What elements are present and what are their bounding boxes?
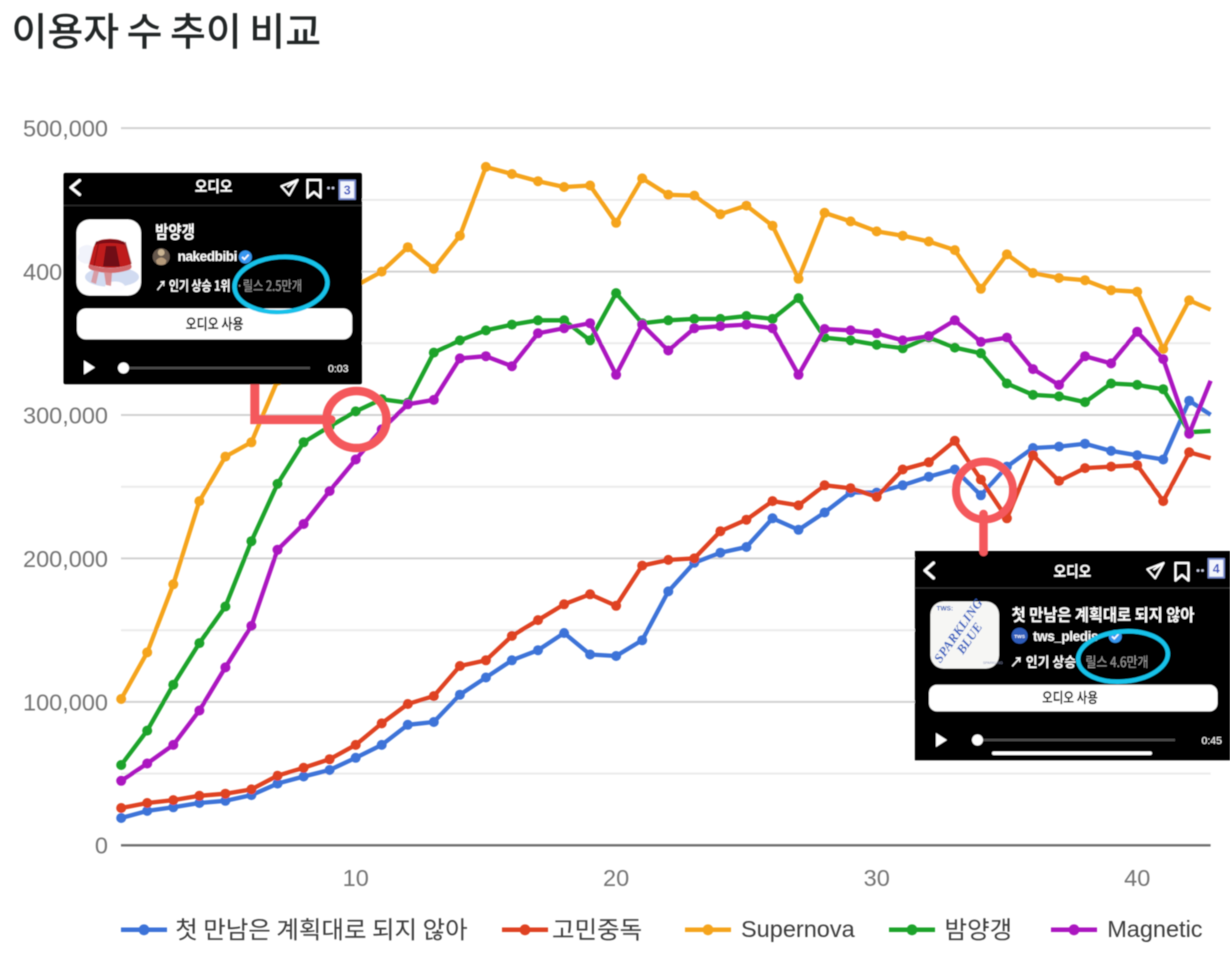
svg-text:40: 40 <box>1124 865 1150 891</box>
svg-text:3: 3 <box>344 184 351 198</box>
svg-text:0:03: 0:03 <box>328 363 349 375</box>
svg-text:Magnetic: Magnetic <box>1107 916 1203 942</box>
svg-text:tws_pledis: tws_pledis <box>1033 629 1098 644</box>
svg-text:0: 0 <box>95 833 108 859</box>
svg-text:4: 4 <box>1213 562 1220 576</box>
svg-text:TWS: TWS <box>1014 634 1025 640</box>
svg-text:0:45: 0:45 <box>1202 735 1223 747</box>
svg-text:10: 10 <box>343 865 369 891</box>
svg-text:20: 20 <box>603 865 629 891</box>
svg-text:Supernova: Supernova <box>741 916 856 942</box>
svg-text:300,000: 300,000 <box>23 402 108 428</box>
svg-text:30: 30 <box>864 865 890 891</box>
svg-text:200,000: 200,000 <box>23 546 108 572</box>
svg-text:TWS:: TWS: <box>937 606 954 613</box>
svg-text:nakedbibi: nakedbibi <box>178 249 237 264</box>
svg-text:100,000: 100,000 <box>23 689 108 715</box>
svg-text:SPARKLING: SPARKLING <box>983 661 1003 665</box>
svg-text:500,000: 500,000 <box>23 116 108 142</box>
